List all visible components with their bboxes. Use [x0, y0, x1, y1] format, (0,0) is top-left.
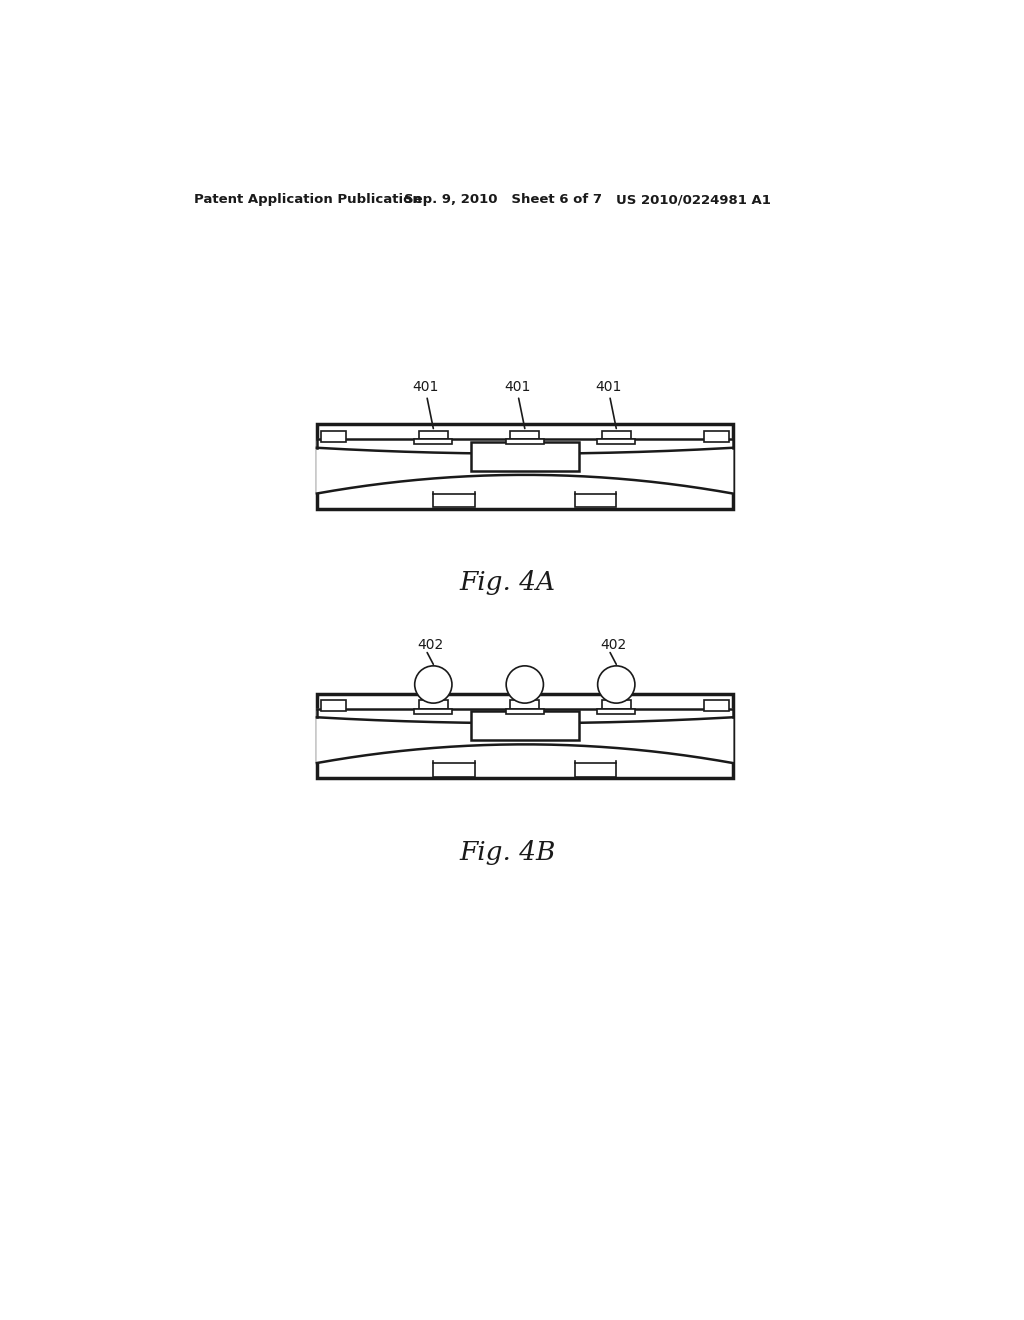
Text: US 2010/0224981 A1: US 2010/0224981 A1: [615, 193, 770, 206]
Bar: [415, 709, 453, 714]
Bar: [316, 424, 733, 508]
Text: Fig. 4B: Fig. 4B: [460, 840, 556, 865]
Bar: [597, 709, 635, 714]
Bar: [433, 763, 475, 776]
Bar: [574, 494, 616, 507]
Polygon shape: [316, 709, 733, 723]
Text: 401: 401: [595, 380, 622, 395]
Bar: [574, 763, 616, 776]
Text: 401: 401: [413, 380, 439, 395]
Bar: [471, 442, 579, 471]
Text: 402: 402: [600, 638, 627, 652]
Bar: [597, 440, 635, 445]
Bar: [510, 701, 540, 709]
Text: Fig. 4A: Fig. 4A: [460, 570, 556, 595]
Bar: [322, 430, 346, 442]
Bar: [419, 701, 447, 709]
Bar: [471, 711, 579, 741]
Circle shape: [598, 665, 635, 704]
Bar: [433, 494, 475, 507]
Bar: [316, 693, 733, 779]
Polygon shape: [316, 717, 733, 763]
Text: Sep. 9, 2010   Sheet 6 of 7: Sep. 9, 2010 Sheet 6 of 7: [403, 193, 602, 206]
Bar: [415, 440, 453, 445]
Text: 402: 402: [417, 638, 443, 652]
Circle shape: [415, 665, 452, 704]
Circle shape: [506, 665, 544, 704]
Text: 401: 401: [504, 380, 530, 395]
Polygon shape: [316, 440, 733, 454]
Bar: [703, 430, 728, 442]
Text: Patent Application Publication: Patent Application Publication: [194, 193, 422, 206]
Bar: [419, 430, 447, 440]
Bar: [506, 709, 544, 714]
Bar: [510, 430, 540, 440]
Polygon shape: [316, 447, 733, 494]
Bar: [602, 430, 631, 440]
Bar: [703, 701, 728, 711]
Bar: [602, 701, 631, 709]
Bar: [506, 440, 544, 445]
Bar: [322, 701, 346, 711]
